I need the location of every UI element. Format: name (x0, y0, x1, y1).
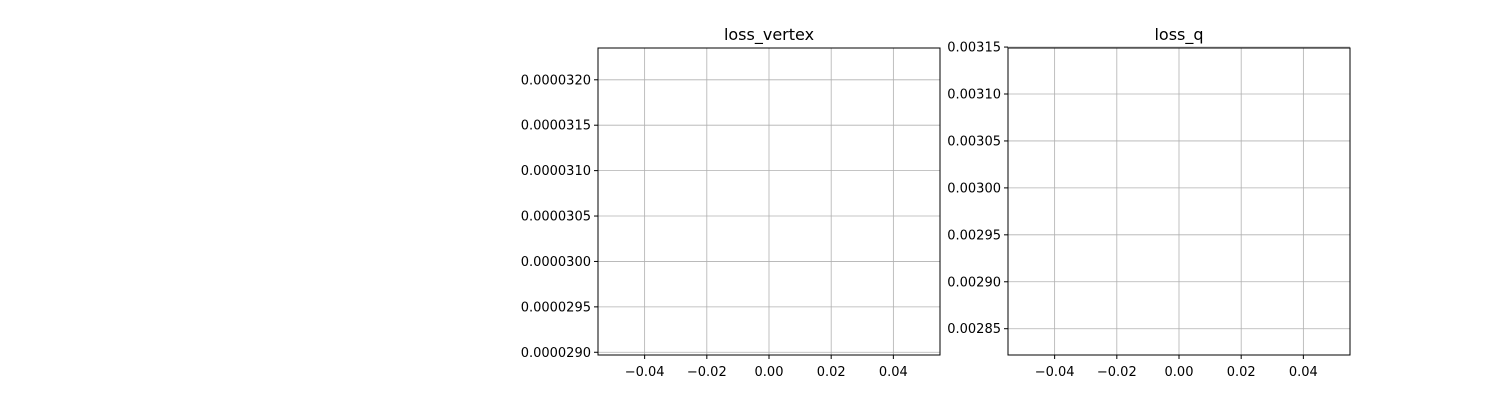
loss-q-y-tick-label: 0.00305 (947, 134, 1001, 149)
loss-q-x-tick-label: −0.04 (1035, 365, 1075, 380)
loss-vertex-y-tick-label: 0.0000320 (521, 73, 591, 88)
loss-vertex-y-tick-label: 0.0000310 (521, 164, 591, 179)
loss-q-y-tick-label: 0.00315 (947, 41, 1001, 56)
loss-vertex-y-tick-label: 0.0000295 (521, 300, 591, 315)
loss-vertex-x-tick-label: 0.02 (817, 365, 846, 380)
loss-vertex-x-tick-label: −0.02 (687, 365, 727, 380)
loss-vertex-title: loss_vertex (724, 25, 814, 45)
loss-q-title: loss_q (1154, 25, 1203, 45)
loss-q-y-tick-label: 0.00295 (947, 228, 1001, 243)
loss-vertex-y-tick-label: 0.0000300 (521, 255, 591, 270)
loss-vertex-y-tick-label: 0.0000290 (521, 346, 591, 361)
loss-q-x-tick-label: −0.02 (1097, 365, 1137, 380)
loss-vertex-x-tick-label: 0.04 (879, 365, 908, 380)
loss-vertex-y-tick-label: 0.0000315 (521, 119, 591, 134)
loss-q-y-tick-label: 0.00290 (947, 275, 1001, 290)
loss-vertex-x-tick-label: −0.04 (625, 365, 665, 380)
loss-q-y-tick-label: 0.00285 (947, 322, 1001, 337)
loss-q-x-tick-label: 0.04 (1289, 365, 1318, 380)
loss-vertex-panel: −0.04 −0.02 0.00 0.02 0.04 0.0000290 0.0000295… (521, 25, 941, 380)
loss-q-x-tick-label: 0.00 (1165, 365, 1194, 380)
loss-q-x-tick-label: 0.02 (1227, 365, 1256, 380)
loss-q-y-tick-label: 0.00310 (947, 88, 1001, 103)
loss-q-panel: −0.04 −0.02 0.00 0.02 0.04 0.00285 0.00290 0.00… (947, 25, 1351, 380)
loss-vertex-y-tick-label: 0.0000305 (521, 210, 591, 225)
loss-q-y-tick-label: 0.00300 (947, 181, 1001, 196)
loss-vertex-x-tick-label: 0.00 (755, 365, 784, 380)
